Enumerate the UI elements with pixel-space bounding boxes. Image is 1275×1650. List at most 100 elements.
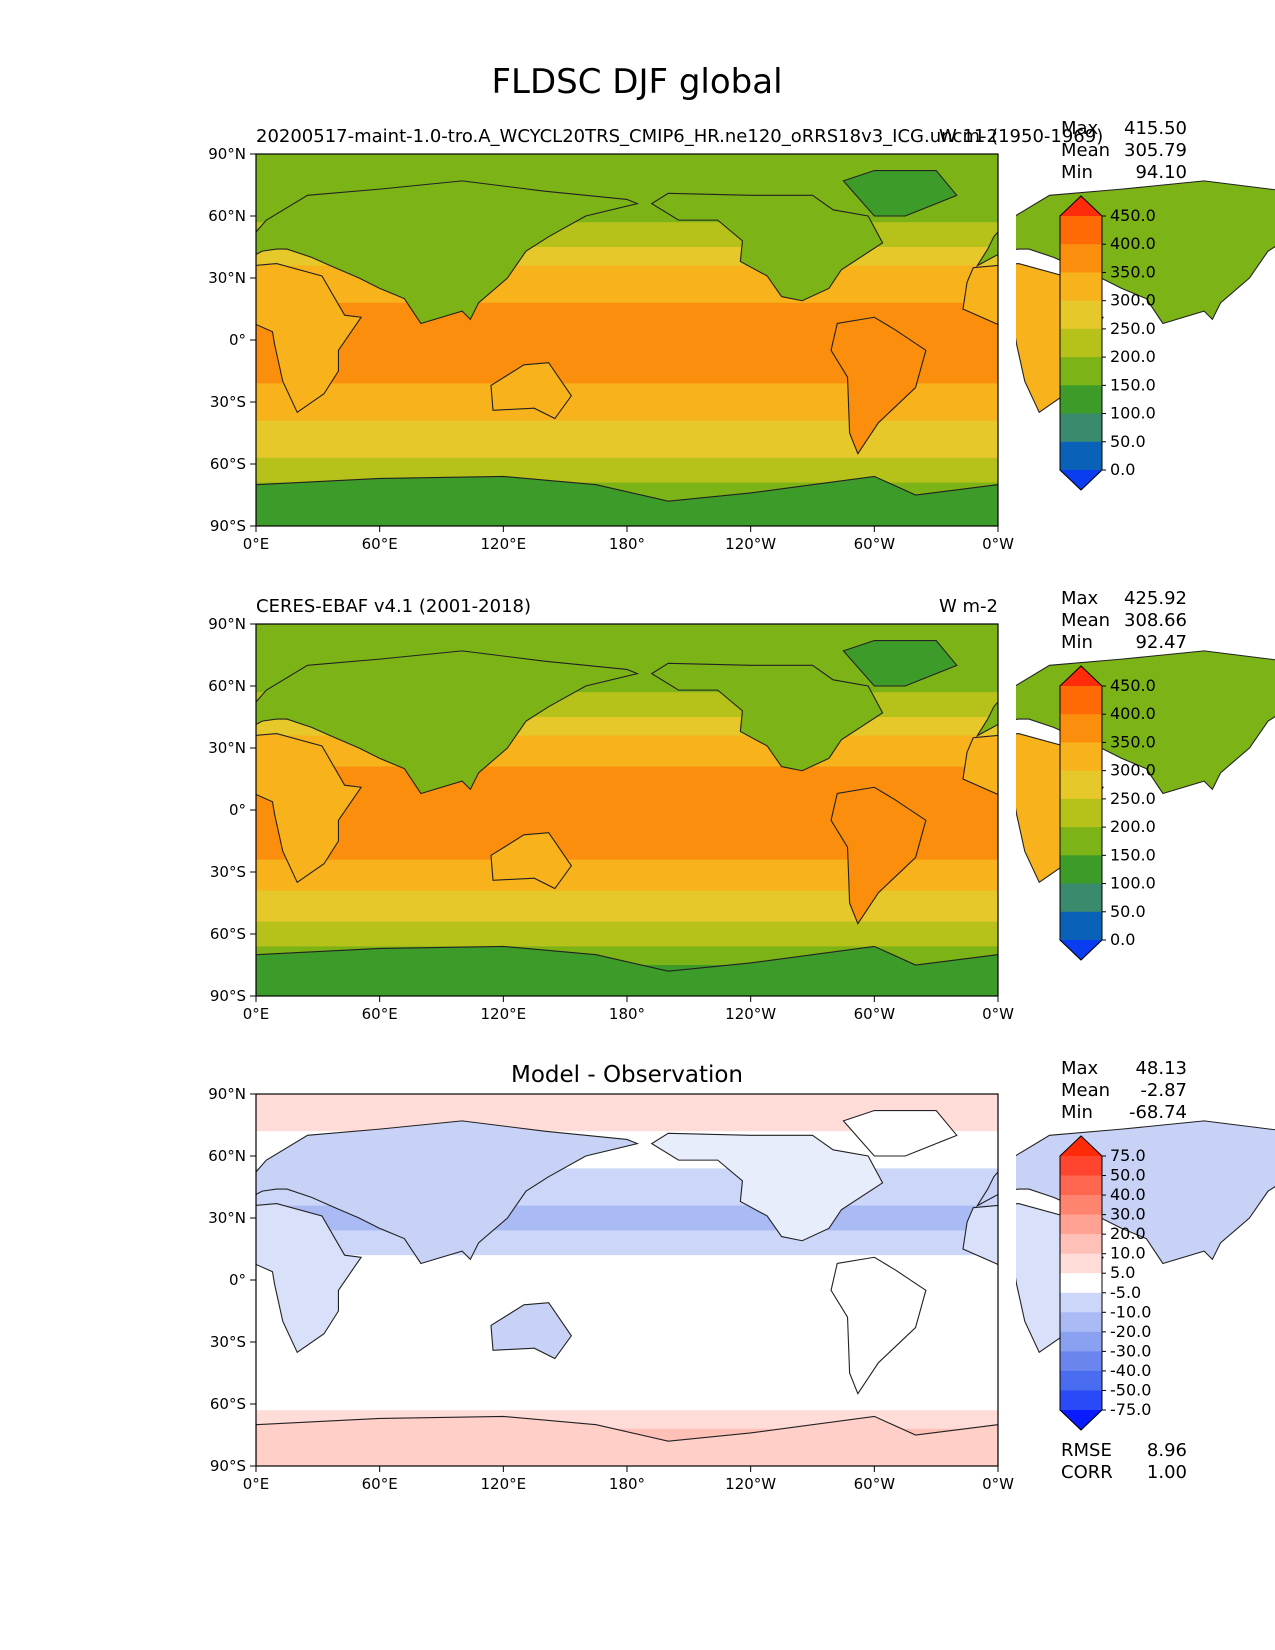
field-band (256, 934, 998, 941)
field-band (256, 754, 998, 761)
x-tick-label: 180° (609, 535, 645, 553)
field-band (256, 1187, 998, 1194)
y-tick-label: 30°S (210, 863, 246, 881)
field-band (256, 698, 998, 706)
field-band (256, 389, 998, 397)
field-band (256, 290, 998, 298)
colorbar-level-label: -75.0 (1110, 1400, 1151, 1419)
field-band (256, 791, 998, 799)
colorbar-extend-min (1060, 470, 1102, 490)
field-band (256, 1094, 998, 1101)
continent-namerica (650, 192, 884, 302)
x-axis: 0°E 60°E 120°E 180° 120°W 60°W 0°W (243, 996, 1014, 1023)
field-band (256, 1342, 998, 1349)
continent-australia (490, 832, 573, 890)
y-tick-label: 90°S (210, 987, 246, 1005)
continent-australia (490, 362, 573, 420)
field-band (256, 1174, 998, 1182)
y-tick-label: 0° (229, 331, 246, 349)
colorbar-segment (1060, 272, 1102, 302)
continent-samerica (830, 316, 927, 455)
field-band (256, 265, 998, 273)
continent-samerica (830, 1256, 927, 1395)
field-band (256, 1211, 998, 1219)
x-tick-label: 0°E (243, 1005, 270, 1023)
field-band (256, 278, 998, 285)
mask-right (998, 152, 1016, 528)
field-band (256, 673, 998, 681)
panel-units: W m-2 (939, 126, 998, 147)
continent-namerica (650, 662, 884, 772)
map-field (256, 154, 998, 527)
field-band (256, 228, 998, 236)
field-band (256, 1329, 998, 1337)
field-band (256, 154, 998, 161)
panel-title-left: 20200517-maint-1.0-tro.A_WCYCL20TRS_CMIP… (256, 126, 1103, 147)
field-band (256, 327, 998, 335)
colorbar-segment (1060, 1195, 1102, 1216)
field-band (256, 439, 998, 446)
field-band (256, 890, 998, 898)
y-tick-label: 90°N (208, 1085, 246, 1103)
x-tick-label: 0°W (982, 1475, 1014, 1493)
colorbar-level-label: 10.0 (1110, 1244, 1146, 1263)
field-band (256, 797, 998, 805)
colorbar-level-label: 75.0 (1110, 1146, 1146, 1165)
x-tick-label: 0°W (982, 1005, 1014, 1023)
field-band (256, 185, 998, 192)
continent-eurasia (233, 650, 640, 795)
field-band (256, 259, 998, 267)
field-band (256, 371, 998, 378)
x-tick-label: 180° (609, 1005, 645, 1023)
colorbar-segment (1060, 357, 1102, 386)
field-band (256, 1193, 998, 1200)
field-band (256, 741, 998, 749)
colorbar-level-label: 250.0 (1110, 789, 1156, 808)
field-band (256, 470, 998, 477)
colorbar-level-label: 300.0 (1110, 761, 1156, 780)
field-band (256, 420, 998, 428)
field-band (256, 903, 998, 910)
y-tick-label: 60°S (210, 455, 246, 473)
stat-value-rmse: 8.96 (1147, 1440, 1187, 1461)
mask-left (0, 152, 256, 528)
field-band (256, 648, 998, 656)
field-band (256, 476, 998, 484)
colorbar-segment (1060, 770, 1102, 800)
colorbar-segment (1060, 413, 1102, 443)
field-band (256, 946, 998, 954)
field-band (256, 1286, 998, 1293)
field-band (256, 358, 998, 366)
field-band (256, 1180, 998, 1188)
field-band (256, 834, 998, 842)
colorbar-level-label: 400.0 (1110, 234, 1156, 253)
continent-eurasia (233, 1120, 640, 1265)
stat-label-min: Min (1061, 1102, 1093, 1123)
field-band (256, 735, 998, 743)
colorbar-level-label: -5.0 (1110, 1283, 1141, 1302)
field-band (256, 704, 998, 712)
field-band (256, 816, 998, 823)
x-tick-label: 120°E (481, 1005, 527, 1023)
y-tick-label: 30°S (210, 393, 246, 411)
field-band (256, 1162, 998, 1169)
mask-left (0, 1092, 256, 1468)
field-band (256, 1236, 998, 1244)
colorbar-extend-max (1060, 666, 1102, 686)
colorbar-segment (1060, 827, 1102, 856)
colorbar-level-label: 150.0 (1110, 845, 1156, 864)
x-tick-label: 120°E (481, 1475, 527, 1493)
y-tick-label: 0° (229, 1271, 246, 1289)
field-band (256, 717, 998, 724)
figure-title: FLDSC DJF global (491, 62, 782, 102)
field-band (256, 1100, 998, 1107)
y-tick-label: 90°S (210, 1457, 246, 1475)
stat-value-max: 425.92 (1124, 588, 1187, 609)
y-tick-label: 90°S (210, 517, 246, 535)
field-band (256, 655, 998, 662)
field-band (256, 166, 998, 174)
field-band (256, 785, 998, 792)
field-band (256, 1125, 998, 1132)
field-band (256, 810, 998, 817)
colorbar-segment (1060, 1351, 1102, 1372)
